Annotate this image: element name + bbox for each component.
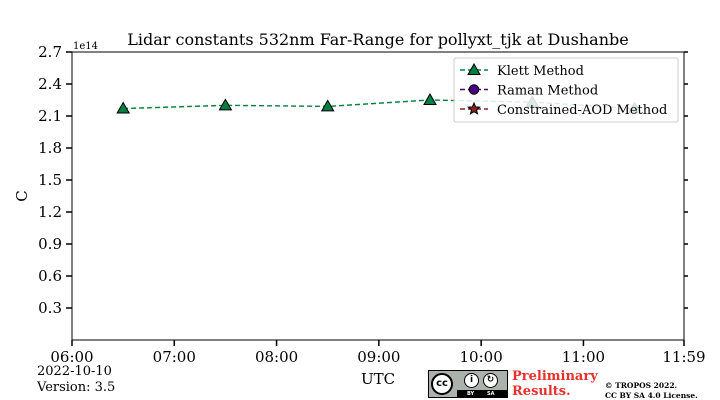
legend-marker	[467, 101, 481, 115]
x-tick-label: 07:00	[153, 348, 196, 366]
preliminary-line2: Results.	[512, 384, 571, 399]
legend-label: Constrained-AOD Method	[497, 103, 667, 118]
y-tick-label: 1.8	[38, 139, 62, 157]
share-alike-icon: ↻	[483, 373, 498, 388]
plot-frame	[71, 51, 685, 341]
legend: Klett Method Raman Method Constrained-AOD …	[453, 57, 679, 123]
preliminary-results-note: Preliminary Results.	[512, 369, 598, 399]
y-tick-label: 2.4	[38, 75, 62, 93]
y-axis-label: C	[13, 190, 31, 201]
legend-box	[453, 57, 679, 123]
x-tick-label: 10:00	[460, 348, 503, 366]
cc-strip: BY SA	[457, 390, 507, 397]
legend-label: Klett Method	[497, 64, 584, 79]
y-tick-label: 1.2	[38, 203, 62, 221]
x-tick-label: 11:59	[662, 348, 705, 366]
y-tick-label: 0.6	[38, 267, 62, 285]
y-tick-label: 1.5	[38, 171, 62, 189]
y-tick-label: 0.9	[38, 235, 62, 253]
chart-title: Lidar constants 532nm Far-Range for poll…	[127, 30, 628, 49]
cc-sa-label: SA	[487, 391, 495, 397]
axes-group: 0.3 0.6 0.9 1.2 1.5 1.8 2.1 2.4 2.7 06:00 07:00 08:…	[38, 43, 705, 366]
x-tick-label: 09:00	[357, 348, 400, 366]
footer-version: Version: 3.5	[37, 380, 116, 395]
legend-marker	[468, 84, 480, 95]
y-tick-label: 0.3	[38, 299, 62, 317]
preliminary-line1: Preliminary	[512, 369, 598, 384]
x-tick-label: 08:00	[255, 348, 298, 366]
x-axis-label: UTC	[361, 370, 395, 388]
y-tick-label: 2.1	[38, 107, 62, 125]
legend-label: Raman Method	[497, 84, 598, 99]
cc-icon: cc	[431, 373, 453, 395]
x-tick-label: 11:00	[562, 348, 605, 366]
copyright-note: © TROPOS 2022. CC BY SA 4.0 License.	[605, 381, 698, 400]
legend-marker	[467, 62, 481, 75]
y-tick-label: 2.7	[38, 43, 62, 61]
data-point	[423, 92, 437, 105]
data-point	[320, 99, 335, 112]
copyright-line1: © TROPOS 2022.	[605, 381, 678, 390]
footer-date: 2022-10-10	[37, 364, 112, 379]
x-tick-label: 06:00	[50, 348, 93, 366]
y-offset-label: 1e14	[73, 41, 98, 52]
copyright-line2: CC BY SA 4.0 License.	[605, 390, 698, 400]
cc-license-badge: cc i ↻ BY SA	[428, 370, 508, 398]
data-point	[116, 101, 131, 114]
cc-by-label: BY	[467, 391, 475, 397]
data-point	[218, 98, 233, 111]
attribution-icon: i	[464, 373, 479, 388]
